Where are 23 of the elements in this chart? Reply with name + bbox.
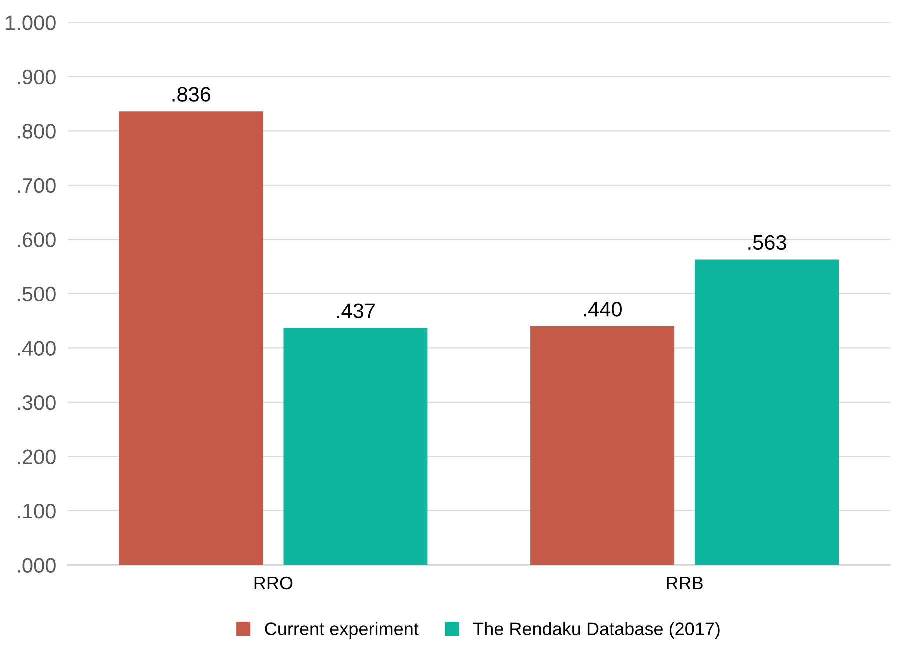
bar	[695, 260, 840, 566]
data-label: .563	[748, 235, 786, 250]
y-tick-label: .300	[18, 395, 56, 410]
y-tick-label: .400	[18, 341, 56, 356]
y-tick-label: .500	[18, 286, 56, 302]
bar	[284, 328, 428, 566]
y-tick-label: .100	[18, 504, 56, 519]
legend-label: Current experiment	[265, 622, 419, 640]
x-tick-label: RRB	[667, 577, 703, 590]
x-tick-label: RRO	[254, 576, 293, 590]
data-label: .836	[172, 87, 211, 102]
bar	[530, 326, 674, 566]
y-tick-label: .900	[18, 70, 56, 85]
y-tick-label: .600	[18, 232, 56, 248]
y-tick-label: .000	[18, 558, 56, 574]
data-label: .440	[584, 302, 622, 317]
y-tick-label: .700	[18, 178, 56, 194]
bar	[119, 112, 264, 566]
data-label: .437	[337, 304, 375, 318]
y-tick-label: .800	[18, 124, 56, 139]
y-tick-label: .200	[18, 450, 56, 464]
y-tick-label: 1.000	[6, 16, 56, 30]
legend-label: The Rendaku Database (2017)	[473, 622, 720, 640]
